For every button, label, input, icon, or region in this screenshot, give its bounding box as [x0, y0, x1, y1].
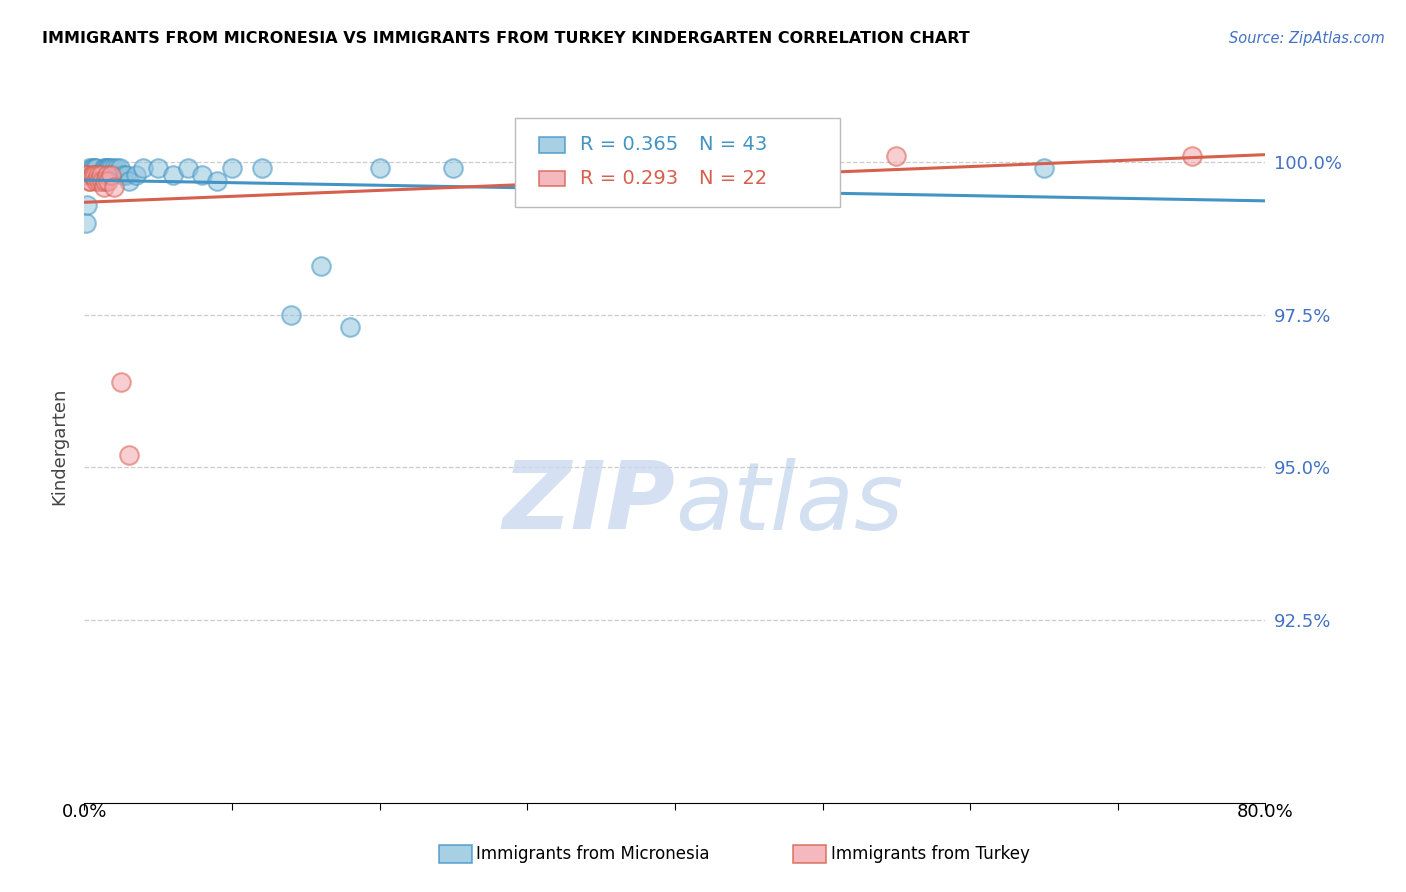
Point [110, 375, 132, 389]
Text: 80.0%: 80.0% [1237, 803, 1294, 821]
Point [98, 161, 121, 176]
Point [80, 168, 103, 182]
Point [516, 161, 538, 176]
Point [132, 161, 155, 176]
Bar [793, 845, 827, 863]
Point [90, 168, 112, 182]
Point [191, 168, 214, 182]
Point [96, 168, 118, 182]
Text: N = 43: N = 43 [699, 136, 766, 154]
Text: Immigrants from Micronesia: Immigrants from Micronesia [477, 846, 710, 863]
Point [80, 161, 103, 176]
Text: N = 22: N = 22 [699, 169, 766, 188]
Point [105, 161, 128, 176]
Text: R = 0.293: R = 0.293 [581, 169, 679, 188]
Bar [538, 170, 565, 186]
Point [82, 168, 104, 182]
Point [162, 168, 184, 182]
Point [84, 174, 107, 188]
Point [86, 168, 108, 182]
Point [100, 168, 122, 182]
Point [108, 161, 131, 176]
Point [93, 179, 115, 194]
Point [103, 161, 125, 176]
Text: ZIP: ZIP [502, 457, 675, 549]
Point [177, 161, 200, 176]
Point [634, 161, 657, 176]
Point [205, 174, 228, 188]
Point [86, 168, 108, 182]
Point [91, 168, 114, 182]
Point [368, 161, 391, 176]
Text: IMMIGRANTS FROM MICRONESIA VS IMMIGRANTS FROM TURKEY KINDERGARTEN CORRELATION CH: IMMIGRANTS FROM MICRONESIA VS IMMIGRANTS… [42, 31, 970, 46]
Text: Source: ZipAtlas.com: Source: ZipAtlas.com [1229, 31, 1385, 46]
Point [441, 161, 464, 176]
Point [114, 168, 136, 182]
Point [89, 174, 111, 188]
Point [84, 161, 107, 176]
Point [79, 174, 101, 188]
Point [280, 308, 302, 322]
Point [93, 161, 115, 176]
Point [94, 174, 117, 188]
Text: atlas: atlas [675, 458, 903, 549]
Point [148, 161, 170, 176]
Y-axis label: Kindergarten: Kindergarten [51, 387, 69, 505]
Point [118, 174, 141, 188]
FancyBboxPatch shape [516, 118, 841, 207]
Point [89, 168, 111, 182]
Point [221, 161, 243, 176]
Bar [439, 845, 472, 863]
Text: Immigrants from Turkey: Immigrants from Turkey [831, 846, 1029, 863]
Point [76, 168, 98, 182]
Point [886, 149, 908, 163]
Point [100, 161, 122, 176]
Point [1181, 149, 1204, 163]
Point [97, 161, 120, 176]
Point [339, 320, 361, 334]
Point [118, 448, 141, 462]
Point [79, 168, 101, 182]
Point [101, 168, 124, 182]
Bar [538, 137, 565, 153]
Point [97, 174, 120, 188]
Point [1032, 161, 1054, 176]
Point [591, 161, 613, 176]
Text: 0.0%: 0.0% [62, 803, 107, 821]
Point [125, 168, 148, 182]
Point [309, 259, 332, 273]
Point [96, 161, 118, 176]
Point [111, 168, 134, 182]
Point [82, 161, 104, 176]
Point [83, 161, 105, 176]
Point [77, 161, 100, 176]
Point [76, 198, 98, 212]
Point [90, 174, 112, 188]
Point [75, 168, 97, 182]
Point [91, 174, 114, 188]
Point [103, 179, 125, 194]
Point [77, 174, 100, 188]
Point [75, 216, 97, 230]
Text: R = 0.365: R = 0.365 [581, 136, 679, 154]
Point [250, 161, 273, 176]
Point [83, 168, 105, 182]
Point [94, 161, 117, 176]
